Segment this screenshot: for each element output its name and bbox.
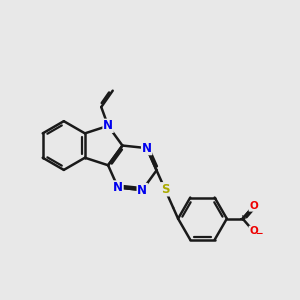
Text: N: N bbox=[103, 119, 113, 132]
Text: −: − bbox=[255, 229, 263, 238]
Text: O: O bbox=[249, 226, 258, 236]
Text: +: + bbox=[239, 214, 247, 223]
Text: N: N bbox=[137, 184, 147, 196]
Text: O: O bbox=[249, 201, 258, 211]
Text: N: N bbox=[113, 181, 123, 194]
Text: S: S bbox=[161, 183, 169, 196]
Text: N: N bbox=[142, 142, 152, 154]
